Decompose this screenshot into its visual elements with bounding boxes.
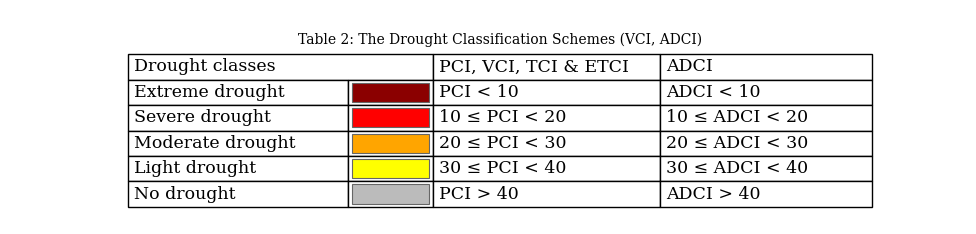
Bar	[433, 54, 660, 80]
Bar	[347, 181, 433, 207]
Bar	[352, 134, 428, 153]
Text: PCI, VCI, TCI & ETCI: PCI, VCI, TCI & ETCI	[439, 58, 630, 75]
Text: Table 2: The Drought Classification Schemes (VCI, ADCI): Table 2: The Drought Classification Sche…	[298, 33, 703, 47]
Bar	[660, 181, 873, 207]
Bar	[128, 131, 347, 156]
Bar	[128, 54, 433, 80]
Text: Light drought: Light drought	[134, 160, 257, 177]
Bar	[660, 105, 873, 131]
Bar	[128, 156, 347, 181]
Text: ADCI > 40: ADCI > 40	[667, 186, 760, 203]
Text: ADCI: ADCI	[667, 58, 713, 75]
Text: ADCI < 10: ADCI < 10	[667, 84, 760, 101]
Bar	[128, 105, 347, 131]
Bar	[128, 181, 347, 207]
Bar	[433, 156, 660, 181]
Bar	[433, 181, 660, 207]
Bar	[347, 105, 433, 131]
Bar	[433, 80, 660, 105]
Bar	[433, 131, 660, 156]
Bar	[352, 184, 428, 204]
Bar	[660, 80, 873, 105]
Bar	[347, 131, 433, 156]
Bar	[352, 83, 428, 102]
Bar	[347, 156, 433, 181]
Bar	[128, 80, 347, 105]
Text: Moderate drought: Moderate drought	[134, 135, 296, 152]
Text: 10 ≤ ADCI < 20: 10 ≤ ADCI < 20	[667, 109, 808, 126]
Text: 30 ≤ ADCI < 40: 30 ≤ ADCI < 40	[667, 160, 808, 177]
Text: PCI < 10: PCI < 10	[439, 84, 519, 101]
Bar	[660, 54, 873, 80]
Text: 20 ≤ ADCI < 30: 20 ≤ ADCI < 30	[667, 135, 808, 152]
Bar	[352, 108, 428, 128]
Bar	[352, 159, 428, 178]
Bar	[660, 131, 873, 156]
Text: Drought classes: Drought classes	[134, 58, 276, 75]
Bar	[433, 105, 660, 131]
Text: No drought: No drought	[134, 186, 235, 203]
Bar	[347, 80, 433, 105]
Text: PCI > 40: PCI > 40	[439, 186, 519, 203]
Text: 30 ≤ PCI < 40: 30 ≤ PCI < 40	[439, 160, 567, 177]
Text: Extreme drought: Extreme drought	[134, 84, 285, 101]
Text: 10 ≤ PCI < 20: 10 ≤ PCI < 20	[439, 109, 567, 126]
Text: Severe drought: Severe drought	[134, 109, 271, 126]
Bar	[660, 156, 873, 181]
Text: 20 ≤ PCI < 30: 20 ≤ PCI < 30	[439, 135, 567, 152]
